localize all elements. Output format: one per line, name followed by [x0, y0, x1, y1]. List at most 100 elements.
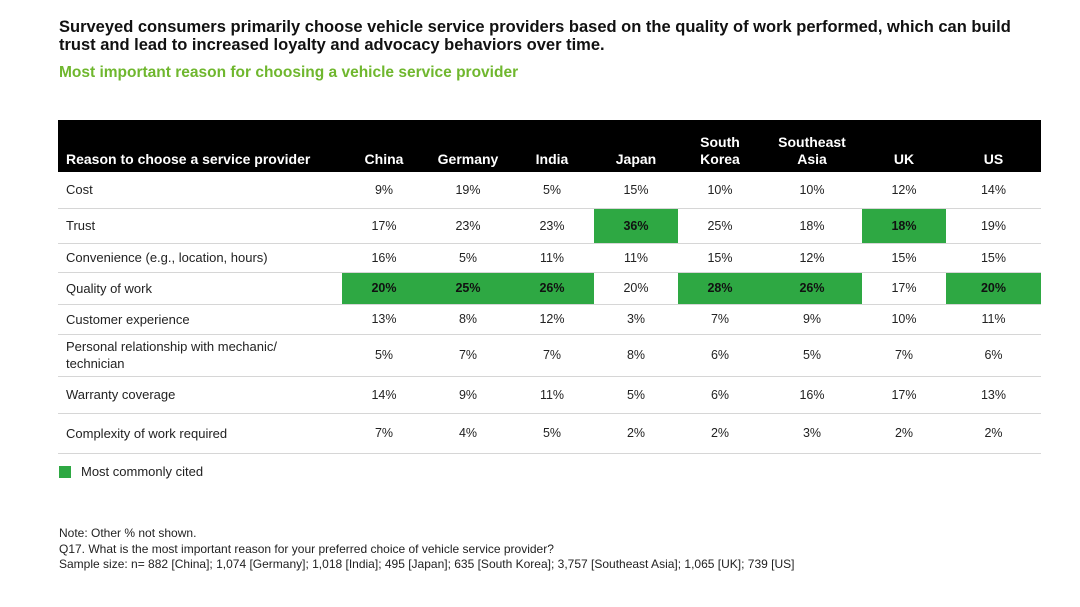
chart-subtitle: Most important reason for choosing a veh… [59, 64, 519, 81]
table-cell: 7% [862, 334, 946, 377]
table-row: Trust 17% 23% 23% 36% 25% 18% 18% 19% [58, 208, 1041, 244]
table-cell: 2% [678, 413, 762, 454]
footnotes: Note: Other % not shown. Q17. What is th… [59, 526, 794, 573]
table-cell: 7% [678, 304, 762, 335]
row-label: Customer experience [58, 304, 342, 335]
table-cell: 12% [762, 243, 862, 273]
table-cell: 16% [342, 243, 426, 273]
note-line: Sample size: n= 882 [China]; 1,074 [Germ… [59, 557, 795, 571]
table-cell: 23% [510, 208, 594, 244]
table-cell: 3% [594, 304, 678, 335]
column-header-uk: UK [862, 120, 946, 172]
table-cell: 11% [594, 243, 678, 273]
table-cell: 19% [946, 208, 1041, 244]
table-cell: 5% [762, 334, 862, 377]
legend: Most commonly cited [59, 464, 203, 479]
table-body: Cost 9% 19% 5% 15% 10% 10% 12% 14% Trust 17% 23% 23%… [58, 172, 1041, 454]
table-row: Personal relationship with mechanic/ tec… [58, 334, 1041, 377]
table-cell: 26% [510, 272, 594, 305]
table-cell: 9% [762, 304, 862, 335]
table-cell: 16% [762, 376, 862, 414]
table-cell: 5% [426, 243, 510, 273]
table-cell: 25% [678, 208, 762, 244]
table-cell: 12% [510, 304, 594, 335]
table-cell: 2% [862, 413, 946, 454]
table-cell: 11% [510, 376, 594, 414]
column-header-japan: Japan [594, 120, 678, 172]
table-cell: 11% [946, 304, 1041, 335]
table-cell: 28% [678, 272, 762, 305]
table-cell: 14% [342, 376, 426, 414]
headline: Surveyed consumers primarily choose vehi… [59, 18, 1011, 54]
table-cell: 8% [594, 334, 678, 377]
table-row: Quality of work 20% 25% 26% 20% 28% 26% 17% 20% [58, 272, 1041, 305]
table-cell: 23% [426, 208, 510, 244]
table-cell: 15% [678, 243, 762, 273]
column-header-china: China [342, 120, 426, 172]
reasons-table: Reason to choose a service provider Chin… [58, 120, 1041, 454]
table-cell: 10% [862, 304, 946, 335]
table-cell: 14% [946, 172, 1041, 209]
row-label: Cost [58, 172, 342, 209]
table-cell: 20% [342, 272, 426, 305]
note-line: Q17. What is the most important reason f… [59, 541, 554, 556]
table-cell: 10% [762, 172, 862, 209]
table-cell: 9% [342, 172, 426, 209]
row-label: Warranty coverage [58, 376, 342, 414]
table-cell: 7% [342, 413, 426, 454]
table-cell: 9% [426, 376, 510, 414]
table-cell: 5% [342, 334, 426, 377]
table-row: Complexity of work required 7% 4% 5% 2% 2% 3% 2… [58, 413, 1041, 454]
row-header-label: Reason to choose a service provider [58, 120, 342, 172]
table-cell: 10% [678, 172, 762, 209]
table-cell: 7% [426, 334, 510, 377]
table-cell: 6% [946, 334, 1041, 377]
table-cell: 2% [946, 413, 1041, 454]
legend-label: Most commonly cited [81, 464, 204, 479]
table-cell: 5% [510, 172, 594, 209]
table-cell: 4% [426, 413, 510, 454]
table-cell: 36% [594, 208, 678, 244]
row-label: Trust [58, 208, 342, 244]
column-header-south-korea: South Korea [678, 120, 762, 172]
table-cell: 25% [426, 272, 510, 305]
table-cell: 15% [594, 172, 678, 209]
table-cell: 12% [862, 172, 946, 209]
table-cell: 26% [762, 272, 862, 305]
table-cell: 13% [946, 376, 1041, 414]
table-cell: 15% [946, 243, 1041, 273]
table-cell: 13% [342, 304, 426, 335]
table-cell: 19% [426, 172, 510, 209]
table-cell: 17% [342, 208, 426, 244]
column-header-germany: Germany [426, 120, 510, 172]
table-row: Cost 9% 19% 5% 15% 10% 10% 12% 14% [58, 172, 1041, 209]
row-label: Complexity of work required [58, 413, 342, 454]
column-header-southeast-asia: Southeast Asia [762, 120, 862, 172]
column-header-india: India [510, 120, 594, 172]
table-header-row: Reason to choose a service provider Chin… [58, 120, 1041, 172]
table-cell: 5% [594, 376, 678, 414]
row-label: Quality of work [58, 272, 342, 305]
table-cell: 17% [862, 272, 946, 305]
table-cell: 6% [678, 376, 762, 414]
table-cell: 7% [510, 334, 594, 377]
table-row: Convenience (e.g., location, hours) 16% 5%… [58, 243, 1041, 273]
table-cell: 20% [594, 272, 678, 305]
table-cell: 2% [594, 413, 678, 454]
table-cell: 17% [862, 376, 946, 414]
table-cell: 18% [762, 208, 862, 244]
table-cell: 5% [510, 413, 594, 454]
row-label: Personal relationship with mechanic/ tec… [58, 334, 342, 377]
legend-swatch [59, 465, 71, 478]
table-cell: 8% [426, 304, 510, 335]
row-label: Convenience (e.g., location, hours) [58, 243, 342, 273]
table-cell: 15% [862, 243, 946, 273]
column-header-us: US [946, 120, 1041, 172]
table-row: Warranty coverage 14% 9% 11% 5% 6% 16% 17% 13% [58, 376, 1041, 414]
table-row: Customer experience 13% 8% 12% 3% 7% 9% 10% 11% [58, 304, 1041, 335]
table-cell: 6% [678, 334, 762, 377]
table-cell: 20% [946, 272, 1041, 305]
table-cell: 18% [862, 208, 946, 244]
table-cell: 11% [510, 243, 594, 273]
table-cell: 3% [762, 413, 862, 454]
